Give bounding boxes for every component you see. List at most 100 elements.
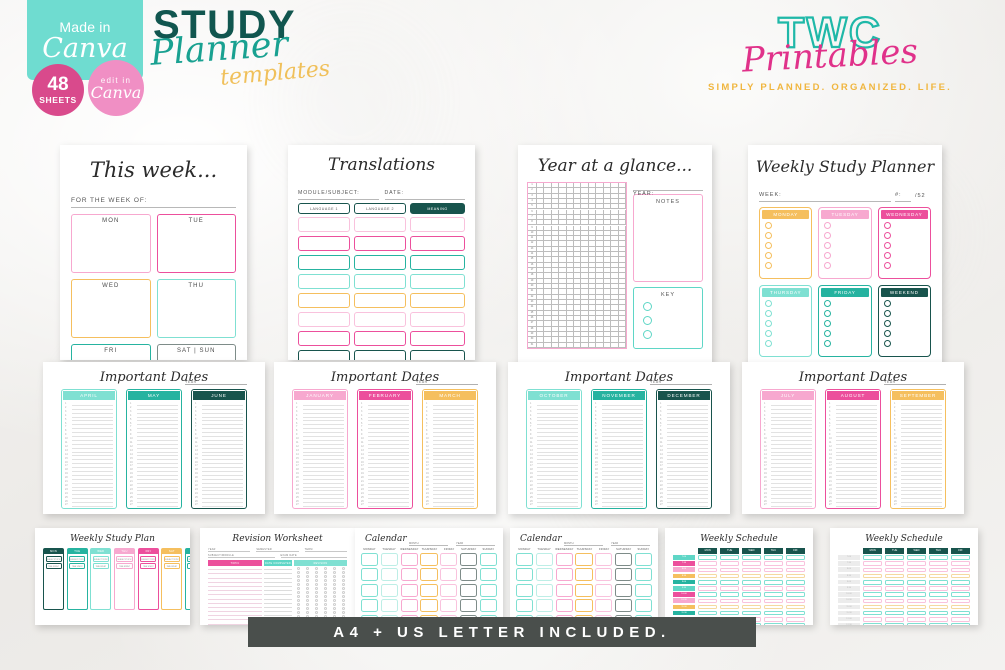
revision-check-circle[interactable] bbox=[341, 591, 345, 594]
year-glance-cell[interactable] bbox=[574, 236, 582, 242]
important-dates-line[interactable] bbox=[303, 429, 344, 434]
year-glance-cell[interactable] bbox=[544, 316, 552, 322]
sheet-year-at-a-glance[interactable]: Year at a glance... 1 2 3 4 5 6 7 8 9 10 11 12 13 14 1… bbox=[518, 145, 712, 367]
year-glance-cell[interactable] bbox=[603, 289, 612, 295]
translations-input-box[interactable] bbox=[410, 255, 465, 270]
important-dates-line[interactable] bbox=[368, 402, 409, 406]
weekly-schedule-slot[interactable] bbox=[785, 592, 805, 597]
revision-column[interactable]: REVISION bbox=[294, 560, 347, 625]
year-glance-cell[interactable] bbox=[559, 183, 567, 189]
revision-check-circle[interactable] bbox=[305, 575, 309, 578]
important-dates-line[interactable] bbox=[137, 503, 178, 508]
important-dates-line[interactable] bbox=[433, 402, 474, 406]
year-glance-cell[interactable] bbox=[596, 198, 604, 205]
year-glance-cell[interactable] bbox=[574, 342, 582, 348]
important-dates-line[interactable] bbox=[901, 464, 942, 469]
important-dates-line[interactable] bbox=[771, 499, 812, 504]
year-glance-cell[interactable] bbox=[603, 284, 612, 290]
weekly-schedule-slot[interactable] bbox=[884, 586, 905, 591]
year-glance-cell[interactable] bbox=[588, 252, 597, 258]
calendar-cell[interactable] bbox=[440, 599, 458, 612]
year-glance-cell[interactable] bbox=[566, 193, 575, 199]
important-dates-line[interactable] bbox=[433, 484, 474, 488]
important-dates-line[interactable] bbox=[771, 464, 812, 469]
year-glance-cell[interactable] bbox=[611, 188, 619, 194]
weekly-schedule-slot[interactable] bbox=[950, 604, 970, 610]
calendar-cell[interactable] bbox=[555, 614, 573, 618]
revision-check-circle[interactable] bbox=[305, 603, 309, 606]
revision-line[interactable] bbox=[264, 608, 292, 613]
revision-check-circle[interactable] bbox=[314, 587, 318, 590]
important-dates-line[interactable] bbox=[537, 437, 578, 441]
wsp-checkbox-circle[interactable] bbox=[824, 310, 832, 317]
important-dates-line[interactable] bbox=[836, 445, 877, 449]
weekly-schedule-slot[interactable] bbox=[928, 604, 949, 610]
revision-check-circle[interactable] bbox=[341, 567, 345, 570]
important-dates-year-field[interactable]: YEAR bbox=[650, 380, 712, 385]
calendar-cell[interactable] bbox=[595, 568, 613, 581]
important-dates-line[interactable] bbox=[667, 472, 708, 476]
year-glance-cell[interactable] bbox=[611, 300, 619, 306]
revision-line[interactable] bbox=[264, 583, 292, 587]
revision-check-circle[interactable] bbox=[323, 567, 327, 570]
year-glance-cell[interactable] bbox=[574, 214, 582, 221]
year-glance-cell[interactable] bbox=[596, 273, 604, 279]
year-glance-cell[interactable] bbox=[537, 183, 545, 189]
year-glance-cell[interactable] bbox=[551, 252, 560, 258]
year-glance-cell[interactable] bbox=[544, 294, 552, 300]
wsp-checkbox-circle[interactable] bbox=[824, 330, 832, 337]
calendar-cell[interactable] bbox=[459, 552, 478, 566]
important-dates-line[interactable] bbox=[901, 445, 942, 449]
year-glance-cell[interactable] bbox=[544, 273, 552, 279]
important-dates-line[interactable] bbox=[836, 418, 877, 422]
important-dates-line[interactable] bbox=[368, 484, 409, 488]
year-glance-cell[interactable] bbox=[544, 214, 552, 221]
important-dates-line[interactable] bbox=[602, 484, 643, 488]
year-glance-cell[interactable] bbox=[544, 241, 552, 247]
revision-check-circle[interactable] bbox=[341, 611, 345, 614]
important-dates-line[interactable] bbox=[303, 491, 344, 496]
year-glance-cell[interactable] bbox=[537, 268, 545, 274]
year-glance-cell[interactable] bbox=[544, 310, 552, 316]
important-dates-line[interactable] bbox=[303, 468, 344, 473]
important-dates-line[interactable] bbox=[433, 468, 474, 473]
weekly-schedule-slot[interactable] bbox=[741, 567, 762, 573]
important-dates-line[interactable] bbox=[836, 476, 877, 480]
calendar-cell[interactable] bbox=[575, 614, 593, 618]
important-dates-line[interactable] bbox=[137, 445, 178, 449]
wsp-day-card[interactable]: WEEKEND bbox=[877, 285, 931, 357]
important-dates-line[interactable] bbox=[901, 453, 942, 457]
important-dates-line[interactable] bbox=[433, 480, 474, 484]
translations-input-box[interactable] bbox=[298, 331, 350, 346]
calendar-cell[interactable] bbox=[400, 583, 418, 597]
important-dates-line[interactable] bbox=[368, 460, 409, 465]
important-dates-line[interactable] bbox=[72, 441, 113, 445]
year-glance-cell[interactable] bbox=[581, 294, 589, 300]
calendar-cell[interactable] bbox=[535, 614, 554, 618]
translations-row[interactable] bbox=[298, 350, 465, 360]
year-glance-cell[interactable] bbox=[618, 268, 626, 274]
important-dates-line[interactable] bbox=[202, 468, 243, 473]
important-dates-line[interactable] bbox=[602, 468, 643, 473]
revision-check-circle[interactable] bbox=[296, 599, 300, 602]
important-dates-line[interactable] bbox=[667, 441, 708, 445]
important-dates-line[interactable] bbox=[667, 410, 708, 414]
calendar-cell[interactable] bbox=[555, 583, 573, 597]
revision-check-circle[interactable] bbox=[341, 599, 345, 602]
year-glance-cell[interactable] bbox=[551, 268, 560, 274]
year-glance-cell[interactable] bbox=[596, 305, 604, 311]
this-week-day-cell[interactable]: FRI bbox=[71, 344, 151, 360]
year-glance-cell[interactable] bbox=[551, 198, 560, 205]
important-dates-line[interactable] bbox=[836, 499, 877, 504]
year-glance-cell[interactable] bbox=[581, 326, 589, 332]
weekly-schedule-slot[interactable] bbox=[763, 617, 784, 622]
year-glance-cell[interactable] bbox=[581, 305, 589, 311]
year-glance-cell[interactable] bbox=[603, 241, 612, 247]
weekly-schedule-slot[interactable] bbox=[763, 598, 784, 604]
wsp-checkbox-circle[interactable] bbox=[765, 320, 772, 327]
this-week-day-cell[interactable]: MON bbox=[71, 214, 151, 273]
weekly-schedule-slot[interactable] bbox=[863, 573, 883, 579]
year-glance-cell[interactable] bbox=[544, 326, 552, 332]
important-dates-line[interactable] bbox=[771, 456, 812, 461]
year-glance-cell[interactable] bbox=[559, 220, 567, 226]
